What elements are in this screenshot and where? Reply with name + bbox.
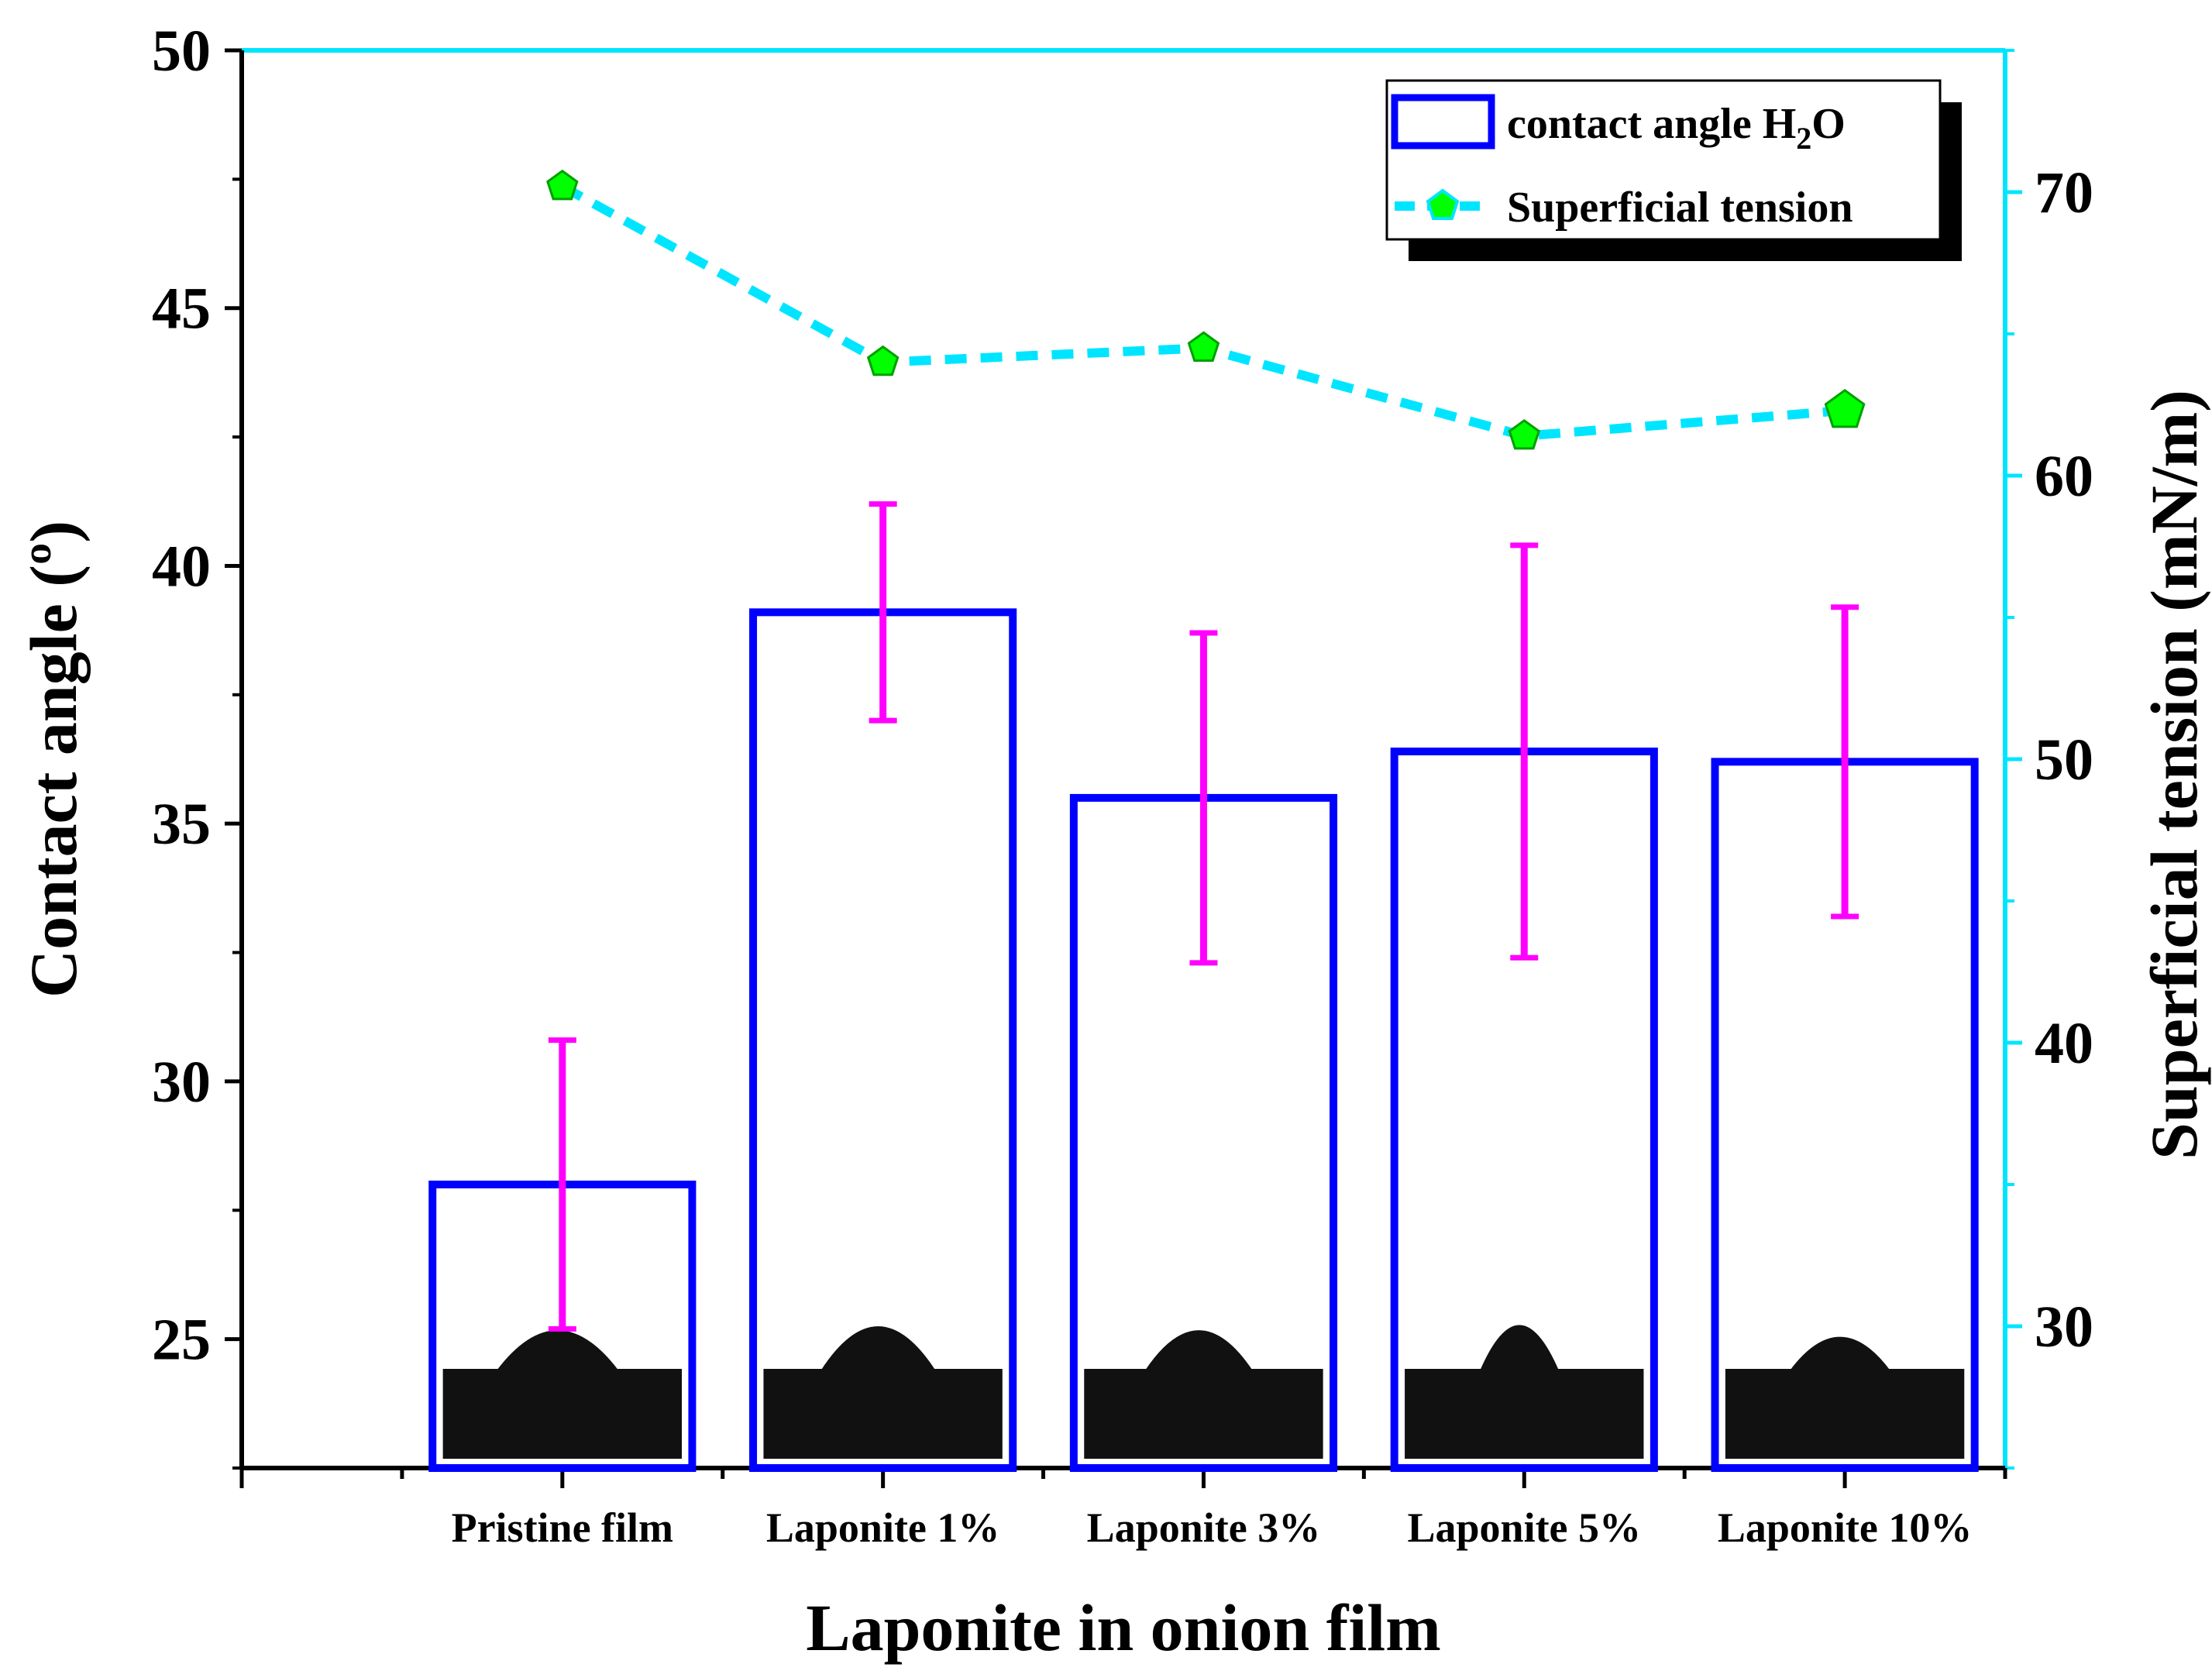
superficial-tension-point <box>1187 331 1220 362</box>
line-series <box>546 169 1866 450</box>
legend-label-superficial-tension: Superficial tension <box>1507 184 1853 232</box>
x-axis-title: Laponite in onion film <box>806 1590 1441 1665</box>
right-tick-label: 70 <box>2035 160 2093 225</box>
x-category-label: Laponite 10% <box>1718 1504 1973 1551</box>
left-tick-label: 25 <box>152 1308 211 1373</box>
right-tick-label: 40 <box>2035 1011 2093 1076</box>
y-axis-title-right: Superficial tension (mN/m) <box>2137 390 2211 1160</box>
water-droplet <box>820 1326 936 1370</box>
left-tick-label: 30 <box>152 1050 211 1115</box>
water-droplet <box>1480 1325 1559 1370</box>
legend-pentagon-marker <box>1426 188 1460 220</box>
droplet-substrate <box>1084 1369 1323 1459</box>
droplet-images <box>442 1325 1965 1459</box>
droplet-substrate <box>1725 1369 1965 1459</box>
x-category-label: Laponite 1% <box>766 1504 1000 1551</box>
x-ticks: Pristine film Laponite 1% Laponite 3% Lapon… <box>239 1468 2007 1551</box>
x-category-label: Laponite 3% <box>1087 1504 1321 1551</box>
left-tick-label: 45 <box>152 277 211 342</box>
left-tick-label: 35 <box>152 792 211 857</box>
right-tick-label: 60 <box>2035 444 2093 509</box>
y-axis-title-left: Contact angle (º) <box>16 521 91 998</box>
water-droplet <box>1790 1336 1890 1370</box>
water-droplet <box>1144 1330 1253 1370</box>
droplet-substrate <box>1405 1369 1644 1459</box>
right-tick-label: 50 <box>2035 727 2093 793</box>
left-tick-label: 50 <box>152 19 211 84</box>
droplet-substrate <box>763 1369 1003 1459</box>
x-category-label: Laponite 5% <box>1407 1504 1641 1551</box>
error-bar-series <box>548 501 1859 1332</box>
legend-label-contact-angle-suffix: O <box>1811 100 1846 148</box>
superficial-tension-point <box>1508 418 1541 450</box>
water-droplet <box>497 1330 619 1370</box>
right-y-ticks: 30 40 50 60 70 <box>2005 49 2093 1470</box>
left-y-ticks: 25 30 35 40 45 50 <box>152 19 242 1470</box>
right-tick-label: 30 <box>2035 1295 2093 1360</box>
superficial-tension-point <box>1824 388 1866 428</box>
x-category-label: Pristine film <box>452 1504 673 1551</box>
superficial-tension-point <box>866 345 900 376</box>
legend-bar-swatch <box>1391 94 1495 150</box>
legend-label-contact-angle-subscript: 2 <box>1796 121 1811 156</box>
superficial-tension-point <box>546 169 579 201</box>
legend: contact angle H2O Superficial tension <box>1385 79 1962 261</box>
legend-label-contact-angle: contact angle H2O <box>1507 100 1846 156</box>
left-tick-label: 40 <box>152 534 211 599</box>
legend-label-contact-angle-main: contact angle H <box>1507 100 1796 148</box>
droplet-substrate <box>442 1369 683 1459</box>
